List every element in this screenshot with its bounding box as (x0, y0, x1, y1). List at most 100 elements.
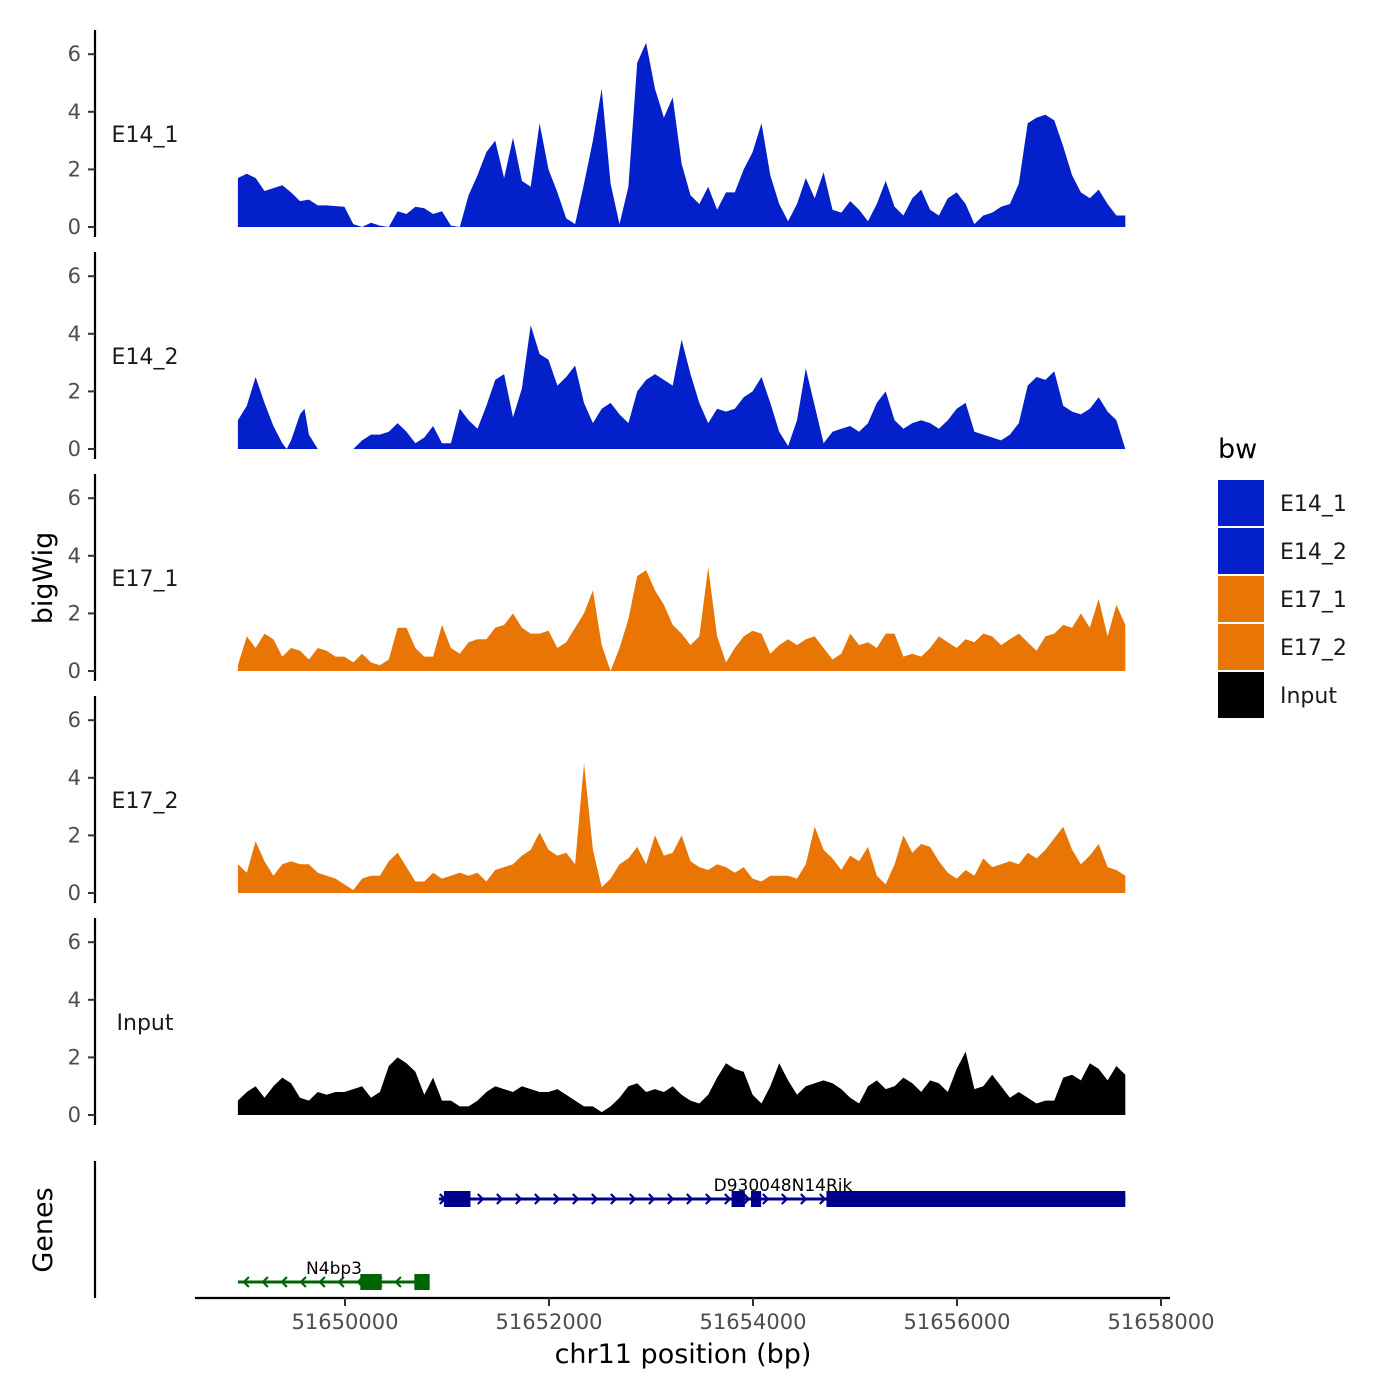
strand-arrow (591, 1193, 599, 1205)
strand-arrow (515, 1193, 523, 1205)
signal-tracks: 0 2 4 6 E14_1 0 2 4 6 E14_2 0 2 4 6 E17_1 0 2 4 6 E17_2 0 2 4 6… (68, 30, 1126, 1127)
y-tick-label: 6 (68, 42, 81, 66)
legend-label: E14_2 (1280, 540, 1347, 565)
exon (360, 1274, 382, 1290)
strand-arrow (318, 1276, 326, 1288)
legend-swatch (1218, 528, 1264, 574)
y-tick-label: 4 (68, 100, 81, 124)
strand-arrow (610, 1193, 618, 1205)
strand-arrow (261, 1276, 269, 1288)
y-axis-title: bigWig (28, 532, 59, 625)
legend-item-Input: Input (1218, 672, 1337, 718)
genes-layer: D930048N14Rik N4bp3 (237, 1176, 1126, 1290)
strand-arrow (496, 1193, 504, 1205)
y-tick-label: 0 (68, 1103, 81, 1127)
track-label: E17_2 (112, 789, 179, 814)
legend-label: E14_1 (1280, 492, 1347, 517)
exon (443, 1191, 471, 1207)
track-E17_2: 0 2 4 6 E17_2 (68, 696, 1126, 905)
strand-arrow (724, 1193, 732, 1205)
strand-arrow (553, 1193, 561, 1205)
strand-arrow (572, 1193, 580, 1205)
y-tick-label: 2 (68, 601, 81, 625)
legend-item-E14_1: E14_1 (1218, 480, 1347, 526)
y-tick-label: 6 (68, 486, 81, 510)
x-axis: 51650000 51652000 51654000 51656000 51658000… (195, 1296, 1215, 1370)
gene-N4bp3: N4bp3 (237, 1259, 430, 1290)
strand-arrow (705, 1193, 713, 1205)
y-tick-label: 0 (68, 215, 81, 239)
strand-arrow (800, 1193, 808, 1205)
exon (750, 1191, 762, 1207)
legend: bw E14_1 E14_2 E17_1 E17_2 Input (1218, 434, 1347, 718)
legend-swatch (1218, 672, 1264, 718)
strand-arrow (743, 1193, 751, 1205)
x-axis-ticks: 51650000 51652000 51654000 51656000 51658000 (292, 1298, 1215, 1334)
y-tick-label: 6 (68, 708, 81, 732)
y-tick-label: 4 (68, 766, 81, 790)
track-label: E14_2 (112, 345, 179, 370)
strand-arrow (242, 1276, 250, 1288)
signal-area (237, 763, 1126, 893)
strand-arrow (648, 1193, 656, 1205)
track-label: Input (117, 1011, 174, 1036)
y-tick-label: 2 (68, 157, 81, 181)
gene-track-label: Genes (28, 1187, 59, 1272)
exon (731, 1191, 745, 1207)
y-tick-label: 4 (68, 322, 81, 346)
legend-label: E17_2 (1280, 636, 1347, 661)
gene-track: Genes D930048N14Rik N4bp3 (28, 1161, 1126, 1298)
exon (414, 1274, 430, 1290)
track-Input: 0 2 4 6 Input (68, 918, 1126, 1127)
legend-items: E14_1 E14_2 E17_1 E17_2 Input (1218, 480, 1347, 718)
x-tick-label: 51656000 (904, 1310, 1011, 1334)
strand-arrow (762, 1193, 770, 1205)
y-tick-label: 6 (68, 930, 81, 954)
legend-title: bw (1218, 434, 1257, 465)
x-tick-label: 51650000 (292, 1310, 399, 1334)
strand-arrow (337, 1276, 345, 1288)
signal-area (237, 42, 1126, 228)
strand-arrow (819, 1193, 827, 1205)
y-tick-label: 0 (68, 881, 81, 905)
y-tick-label: 2 (68, 823, 81, 847)
y-tick-label: 4 (68, 988, 81, 1012)
track-label: E17_1 (112, 567, 179, 592)
legend-label: E17_1 (1280, 588, 1347, 613)
y-tick-label: 0 (68, 659, 81, 683)
legend-swatch (1218, 480, 1264, 526)
x-axis-title: chr11 position (bp) (555, 1339, 812, 1370)
legend-swatch (1218, 576, 1264, 622)
signal-area (237, 567, 1126, 671)
x-tick-label: 51658000 (1108, 1310, 1215, 1334)
strand-arrow (667, 1193, 675, 1205)
strand-arrow (686, 1193, 694, 1205)
signal-area (237, 325, 1126, 449)
strand-arrow (394, 1276, 402, 1288)
y-tick-label: 2 (68, 379, 81, 403)
strand-arrow (629, 1193, 637, 1205)
strand-arrow (299, 1276, 307, 1288)
track-E17_1: 0 2 4 6 E17_1 (68, 474, 1126, 683)
x-tick-label: 51652000 (496, 1310, 603, 1334)
legend-item-E17_2: E17_2 (1218, 624, 1347, 670)
track-label: E14_1 (112, 123, 179, 148)
x-tick-label: 51654000 (700, 1310, 807, 1334)
strand-arrow (534, 1193, 542, 1205)
y-tick-label: 4 (68, 544, 81, 568)
legend-item-E14_2: E14_2 (1218, 528, 1347, 574)
y-tick-label: 0 (68, 437, 81, 461)
gene-label: N4bp3 (306, 1259, 362, 1279)
legend-label: Input (1280, 684, 1337, 709)
signal-area (237, 1051, 1126, 1115)
strand-arrow (781, 1193, 789, 1205)
gene-label: D930048N14Rik (714, 1176, 853, 1196)
track-E14_2: 0 2 4 6 E14_2 (68, 252, 1126, 461)
y-tick-label: 6 (68, 264, 81, 288)
gene-D930048N14Rik: D930048N14Rik (438, 1176, 1126, 1207)
track-E14_1: 0 2 4 6 E14_1 (68, 30, 1126, 239)
strand-arrow (280, 1276, 288, 1288)
legend-swatch (1218, 624, 1264, 670)
exon (826, 1191, 1126, 1207)
